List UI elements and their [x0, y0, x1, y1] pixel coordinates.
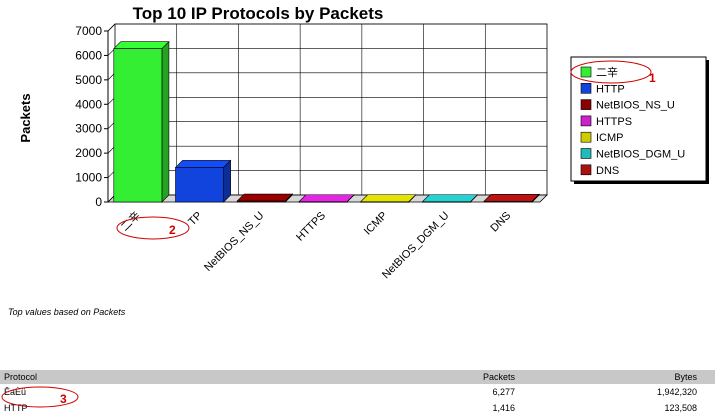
x-tick-label: ICMP [362, 210, 390, 238]
table-row: HTTP 1,416 123,508 [0, 400, 715, 416]
bar-side [161, 40, 170, 203]
row-packets: 1,416 [492, 403, 515, 413]
legend-label: 二辛 [596, 65, 618, 79]
bar [236, 193, 294, 203]
x-tick-label: DNS [488, 210, 513, 235]
bar-side [223, 159, 231, 203]
x-tick-label: NetBIOS_NS_U [202, 210, 266, 274]
row-protocol: HTTP [4, 403, 28, 413]
y-tick-label: 2000 [75, 146, 102, 160]
bar-top [359, 194, 417, 203]
x-tick-label: NetBIOS_DGM_U [380, 210, 452, 282]
header-protocol: Protocol [4, 372, 38, 382]
bar-top [236, 193, 294, 202]
y-tick-label: 0 [95, 195, 102, 209]
bar-front [422, 201, 471, 203]
legend-box [570, 56, 707, 182]
bar [483, 193, 540, 203]
legend-label: HTTP [596, 83, 625, 95]
legend-swatch [580, 131, 592, 143]
legend-swatch [580, 115, 592, 127]
x-tick-label: HTTPS [294, 210, 328, 244]
table-row: ÊaÈü 6,277 1,942,320 [0, 384, 715, 400]
bar-front [175, 167, 224, 203]
bar-front [483, 200, 533, 203]
y-tick-label: 6000 [75, 48, 102, 62]
y-tick-label: 3000 [75, 122, 102, 136]
legend-swatch [580, 66, 592, 78]
footnote: Top values based on Packets [8, 307, 126, 317]
legend-label: NetBIOS_DGM_U [596, 149, 685, 161]
y-tick-label: 5000 [75, 73, 102, 87]
header-bytes: Bytes [674, 372, 697, 382]
bar [359, 194, 417, 203]
legend-swatch [580, 164, 592, 176]
y-tick-label: 4000 [75, 97, 102, 111]
chart: Top 10 IP Protocols by Packets Packets 0… [18, 4, 709, 282]
chart-title: Top 10 IP Protocols by Packets [133, 4, 384, 23]
bar-top [174, 160, 232, 168]
x-tick-label: TP [186, 210, 204, 228]
annotation-layer: 12 [116, 60, 656, 240]
row-packets: 6,277 [492, 387, 515, 397]
legend-label: NetBIOS_NS_U [596, 100, 675, 112]
y-tick-label: 7000 [75, 24, 102, 38]
annotation-label: 2 [169, 223, 176, 237]
data-table: Protocol Packets Bytes ÊaÈü 6,277 1,942,… [0, 370, 715, 416]
bar-top [298, 194, 355, 203]
annotation-ellipse [570, 60, 652, 84]
bar [113, 40, 170, 203]
y-axis-label: Packets [18, 93, 33, 142]
header-packets: Packets [482, 372, 515, 382]
bar-top [483, 193, 540, 202]
row-protocol: ÊaÈü [4, 387, 27, 397]
bar-front [236, 200, 286, 203]
row-bytes: 123,508 [664, 403, 697, 413]
bar-front [113, 48, 163, 203]
bar [421, 194, 479, 203]
bar-front [360, 201, 410, 203]
legend-swatch [580, 99, 592, 110]
legend-swatch [580, 148, 592, 159]
bar-front [298, 201, 348, 203]
table-header: Protocol Packets Bytes [0, 370, 715, 384]
annotation-label: 1 [649, 71, 656, 85]
grid-line [107, 23, 116, 32]
legend-label: ICMP [596, 132, 624, 144]
row-bytes: 1,942,320 [656, 387, 697, 397]
annotation-ellipse [116, 216, 190, 240]
x-tick-label: 二辛 [118, 208, 143, 233]
legend: 二辛 HTTP NetBIOS_NS_U HTTPS ICMP NetBIOS_DGM_U… [570, 56, 709, 184]
legend-swatch [580, 83, 592, 94]
y-tick-label: 1000 [75, 171, 102, 185]
bar-top [421, 194, 479, 203]
bar [174, 159, 232, 203]
legend-label: DNS [596, 165, 619, 177]
bar [298, 194, 355, 203]
legend-label: HTTPS [596, 116, 632, 128]
bar-top [113, 41, 170, 49]
